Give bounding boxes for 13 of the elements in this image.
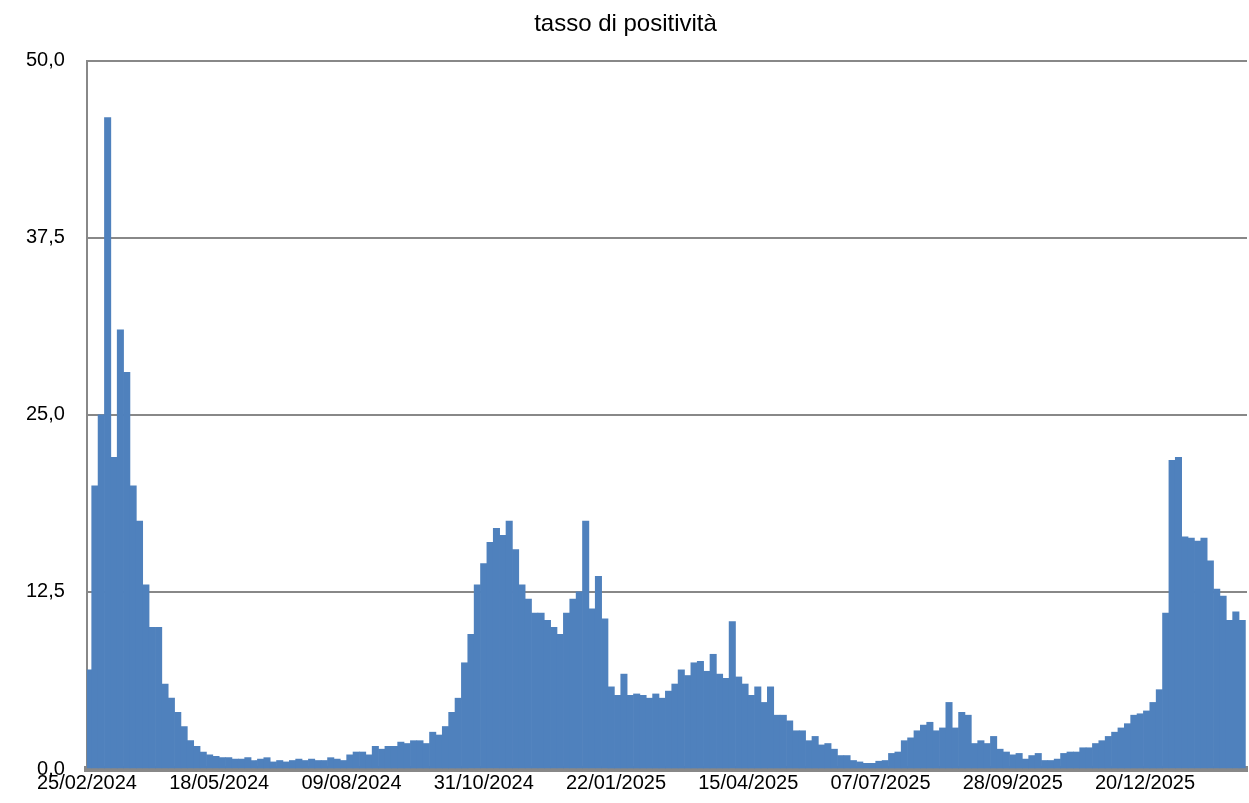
y-tick-label: 50,0: [25, 48, 65, 71]
y-tick-label: 25,0: [25, 402, 65, 425]
x-tick-label: 09/08/2024: [301, 770, 402, 793]
y-tick-label: 12,5: [25, 579, 65, 602]
x-tick-label: 31/10/2024: [433, 770, 534, 793]
x-tick-label: 07/07/2025: [830, 770, 931, 793]
x-tick-label: 18/05/2024: [169, 770, 270, 793]
x-tick-label: 28/09/2025: [962, 770, 1063, 793]
x-tick-label: 22/01/2025: [565, 770, 667, 793]
x-tick-label: 15/04/2025: [698, 770, 799, 793]
chart-title: tasso di positività: [534, 9, 718, 37]
y-tick-label: 37,5: [25, 225, 65, 248]
x-tick-label: 20/12/2025: [1094, 770, 1196, 793]
